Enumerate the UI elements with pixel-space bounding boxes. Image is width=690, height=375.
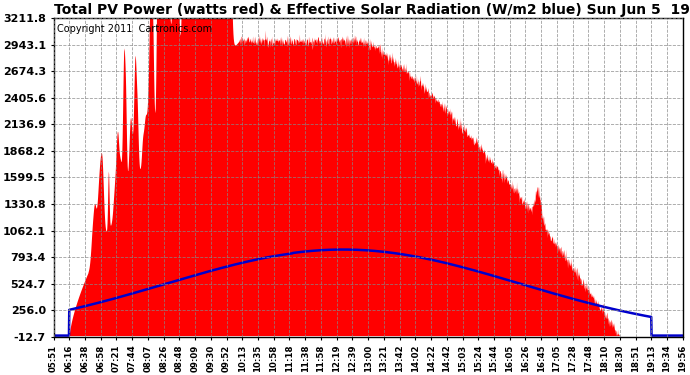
Text: Copyright 2011  Cartronics.com: Copyright 2011 Cartronics.com: [57, 24, 212, 34]
Text: Total PV Power (watts red) & Effective Solar Radiation (W/m2 blue) Sun Jun 5  19: Total PV Power (watts red) & Effective S…: [54, 3, 690, 17]
